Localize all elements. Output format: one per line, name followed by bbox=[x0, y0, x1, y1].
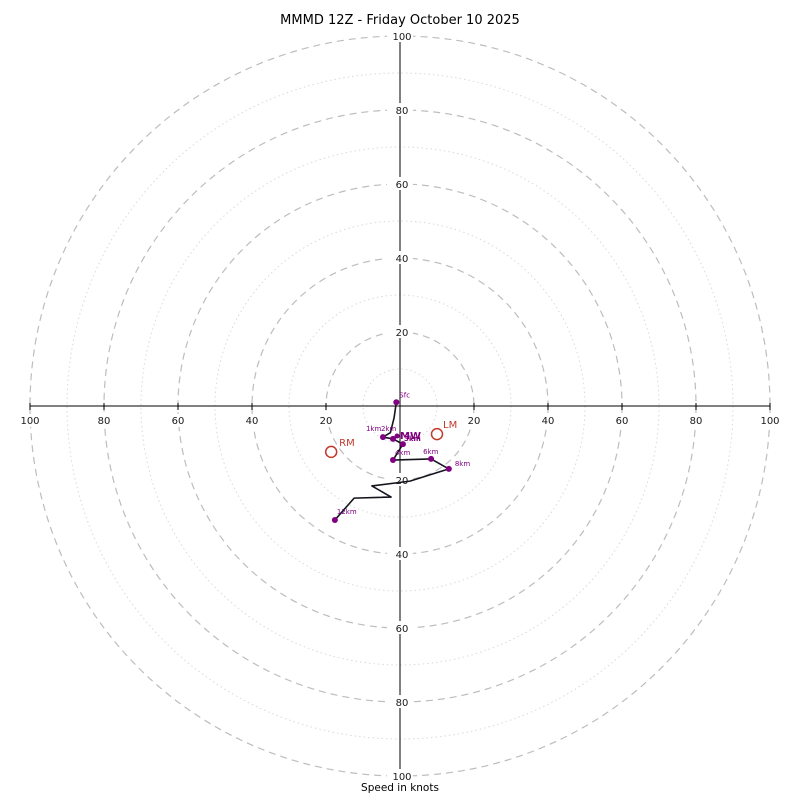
u-ticklabel-bg bbox=[683, 414, 709, 427]
v-ticklabel-bg bbox=[387, 177, 413, 190]
x-axis-label: Speed in knots bbox=[361, 782, 439, 794]
v-ticklabel-40: 40 bbox=[396, 254, 409, 265]
v-ticklabel--60: 60 bbox=[396, 624, 409, 635]
level-label-3km: 3km bbox=[404, 435, 421, 443]
storm-motion-label-RM: RM bbox=[339, 438, 355, 449]
level-marker-Sfc bbox=[393, 399, 400, 406]
v-ticklabel--80: 80 bbox=[396, 698, 409, 709]
level-marker-8km bbox=[445, 465, 452, 472]
v-ticklabel-100: 100 bbox=[392, 32, 411, 43]
mean-wind-marker bbox=[394, 433, 400, 439]
u-ticklabel-bg bbox=[757, 414, 783, 427]
level-marker-4km bbox=[389, 457, 396, 464]
u-ticklabel-bg bbox=[461, 414, 487, 427]
level-label-6km: 6km bbox=[423, 448, 439, 456]
u-ticklabel-80: 80 bbox=[690, 416, 703, 427]
level-label-12km: 12km bbox=[337, 508, 357, 516]
v-ticklabel-60: 60 bbox=[396, 180, 409, 191]
u-ticklabel-bg bbox=[165, 414, 191, 427]
v-ticklabel--40: 40 bbox=[396, 550, 409, 561]
level-marker-1km bbox=[379, 434, 386, 441]
storm-motion-label-LM: LM bbox=[443, 420, 457, 431]
u-ticklabel--80: 80 bbox=[98, 416, 111, 427]
u-ticklabel--40: 40 bbox=[246, 416, 259, 427]
level-label-1km: 1km bbox=[366, 425, 382, 433]
v-ticklabel-bg bbox=[387, 621, 413, 634]
wind-trace bbox=[334, 401, 450, 521]
u-ticklabel--100: 100 bbox=[20, 416, 39, 427]
v-ticklabel-bg bbox=[387, 547, 413, 560]
v-ticklabel--100: 100 bbox=[392, 772, 411, 783]
u-ticklabel-bg bbox=[239, 414, 265, 427]
u-ticklabel-20: 20 bbox=[468, 416, 481, 427]
level-label-Sfc: Sfc bbox=[399, 391, 410, 399]
u-ticklabel--20: 20 bbox=[320, 416, 333, 427]
v-ticklabel-bg bbox=[387, 325, 413, 338]
storm-motion-marker-LM bbox=[430, 427, 444, 441]
level-marker-12km bbox=[331, 516, 338, 523]
v-ticklabel-bg bbox=[387, 29, 413, 42]
mean-wind-label: MW bbox=[400, 431, 421, 442]
level-marker-6km bbox=[428, 455, 435, 462]
level-marker-3km bbox=[399, 441, 406, 448]
u-ticklabel-bg bbox=[91, 414, 117, 427]
u-ticklabel-bg bbox=[17, 414, 43, 427]
v-ticklabel-bg bbox=[387, 103, 413, 116]
chart-title: MMMD 12Z - Friday October 10 2025 bbox=[280, 13, 520, 28]
v-ticklabel-bg bbox=[387, 251, 413, 264]
v-ticklabel-bg bbox=[387, 769, 413, 782]
level-label-2km: 2km bbox=[381, 425, 397, 433]
level-label-4km: 4km bbox=[395, 449, 411, 457]
u-ticklabel-60: 60 bbox=[616, 416, 629, 427]
v-ticklabel-bg bbox=[387, 695, 413, 708]
u-ticklabel-40: 40 bbox=[542, 416, 555, 427]
u-ticklabel-100: 100 bbox=[760, 416, 779, 427]
v-ticklabel-80: 80 bbox=[396, 106, 409, 117]
level-label-8km: 8km bbox=[455, 460, 471, 468]
u-ticklabel--60: 60 bbox=[172, 416, 185, 427]
u-ticklabel-bg bbox=[313, 414, 339, 427]
level-marker-2km bbox=[389, 435, 396, 442]
u-ticklabel-bg bbox=[609, 414, 635, 427]
v-ticklabel-20: 20 bbox=[396, 328, 409, 339]
storm-motion-marker-RM bbox=[324, 445, 338, 459]
u-ticklabel-bg bbox=[535, 414, 561, 427]
